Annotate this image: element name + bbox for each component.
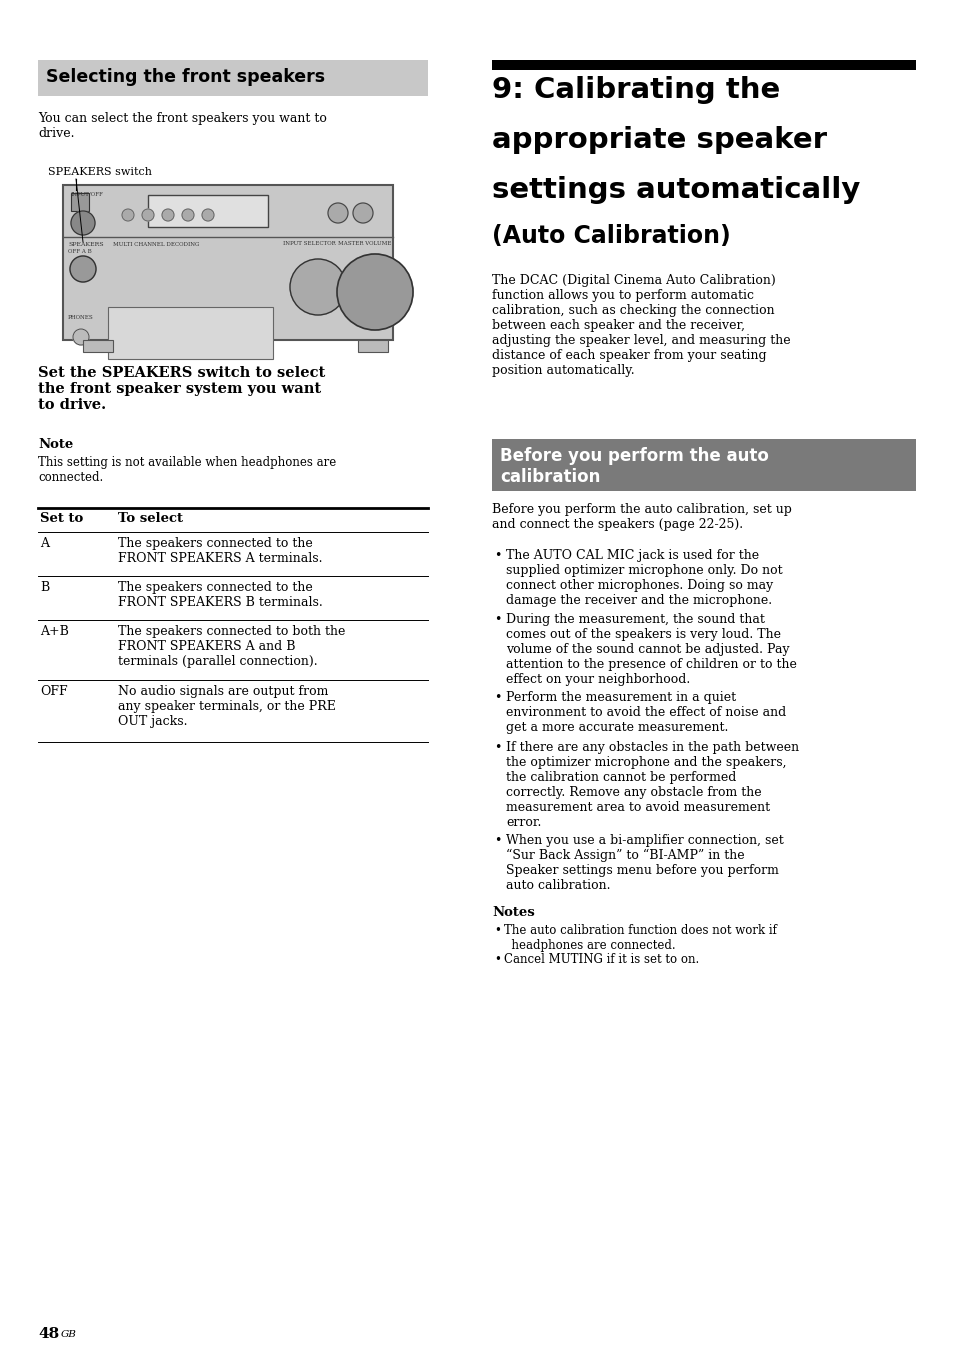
Text: B: B (40, 581, 50, 594)
Text: •: • (494, 549, 501, 562)
Text: The speakers connected to the
FRONT SPEAKERS A terminals.: The speakers connected to the FRONT SPEA… (118, 537, 322, 565)
Text: Perform the measurement in a quiet
environment to avoid the effect of noise and
: Perform the measurement in a quiet envir… (505, 691, 785, 734)
Circle shape (70, 256, 96, 283)
Text: No audio signals are output from
any speaker terminals, or the PRE
OUT jacks.: No audio signals are output from any spe… (118, 685, 335, 727)
Bar (492, 439, 915, 491)
Bar (63, 185, 393, 339)
Text: When you use a bi-amplifier connection, set
“Sur Back Assign” to “BI-AMP” in the: When you use a bi-amplifier connection, … (505, 834, 783, 892)
Circle shape (71, 211, 95, 235)
Text: •: • (494, 923, 500, 937)
Text: Notes: Notes (492, 906, 535, 919)
Bar (38, 59, 428, 96)
Circle shape (73, 329, 89, 345)
Circle shape (353, 203, 373, 223)
Text: During the measurement, the sound that
comes out of the speakers is very loud. T: During the measurement, the sound that c… (505, 612, 796, 685)
Circle shape (182, 210, 193, 220)
Text: The DCAC (Digital Cinema Auto Calibration)
function allows you to perform automa: The DCAC (Digital Cinema Auto Calibratio… (492, 274, 790, 377)
Text: GB: GB (61, 1330, 77, 1338)
Text: MASTER VOLUME: MASTER VOLUME (337, 241, 391, 246)
Text: SPEAKERS: SPEAKERS (68, 242, 104, 247)
Circle shape (328, 203, 348, 223)
Text: settings automatically: settings automatically (492, 176, 860, 204)
Text: Note: Note (38, 438, 73, 452)
Text: MULTI CHANNEL DECODING: MULTI CHANNEL DECODING (112, 242, 199, 247)
Bar (492, 59, 915, 70)
Text: OFF: OFF (40, 685, 68, 698)
Text: •: • (494, 953, 500, 965)
Text: Selecting the front speakers: Selecting the front speakers (46, 68, 325, 87)
Bar (71, 193, 89, 211)
Text: •: • (494, 691, 501, 704)
Bar (108, 307, 273, 360)
Text: INPUT/OFF: INPUT/OFF (71, 191, 104, 196)
Text: appropriate speaker: appropriate speaker (492, 126, 826, 154)
Circle shape (290, 260, 346, 315)
Text: The speakers connected to the
FRONT SPEAKERS B terminals.: The speakers connected to the FRONT SPEA… (118, 581, 322, 608)
Text: •: • (494, 612, 501, 626)
Text: The auto calibration function does not work if
  headphones are connected.: The auto calibration function does not w… (503, 923, 776, 952)
Circle shape (122, 210, 133, 220)
Bar (357, 339, 388, 352)
Text: If there are any obstacles in the path between
the optimizer microphone and the : If there are any obstacles in the path b… (505, 741, 799, 829)
Text: Before you perform the auto
calibration: Before you perform the auto calibration (499, 448, 768, 485)
Circle shape (336, 254, 413, 330)
Text: 48: 48 (38, 1328, 59, 1341)
Text: SPEAKERS switch: SPEAKERS switch (48, 168, 152, 177)
Text: The speakers connected to both the
FRONT SPEAKERS A and B
terminals (parallel co: The speakers connected to both the FRONT… (118, 625, 345, 668)
Text: To select: To select (118, 512, 183, 525)
Text: •: • (494, 741, 501, 754)
Text: •: • (494, 834, 501, 846)
Bar (83, 339, 112, 352)
Text: Before you perform the auto calibration, set up
and connect the speakers (page 2: Before you perform the auto calibration,… (492, 503, 791, 531)
Text: Cancel MUTING if it is set to on.: Cancel MUTING if it is set to on. (503, 953, 699, 965)
Text: A: A (40, 537, 49, 550)
Circle shape (142, 210, 153, 220)
Text: Set the SPEAKERS switch to select
the front speaker system you want
to drive.: Set the SPEAKERS switch to select the fr… (38, 366, 325, 412)
Bar (148, 195, 268, 227)
Text: OFF A B: OFF A B (68, 249, 91, 254)
Text: The AUTO CAL MIC jack is used for the
supplied optimizer microphone only. Do not: The AUTO CAL MIC jack is used for the su… (505, 549, 781, 607)
Text: 9: Calibrating the: 9: Calibrating the (492, 76, 780, 104)
Text: (Auto Calibration): (Auto Calibration) (492, 224, 730, 247)
Text: INPUT SELECTOR: INPUT SELECTOR (283, 241, 335, 246)
Text: A+B: A+B (40, 625, 69, 638)
Text: Set to: Set to (40, 512, 83, 525)
Circle shape (162, 210, 173, 220)
Text: This setting is not available when headphones are
connected.: This setting is not available when headp… (38, 456, 335, 484)
Circle shape (202, 210, 213, 220)
Text: You can select the front speakers you want to
drive.: You can select the front speakers you wa… (38, 112, 327, 141)
Text: PHONES: PHONES (68, 315, 93, 320)
